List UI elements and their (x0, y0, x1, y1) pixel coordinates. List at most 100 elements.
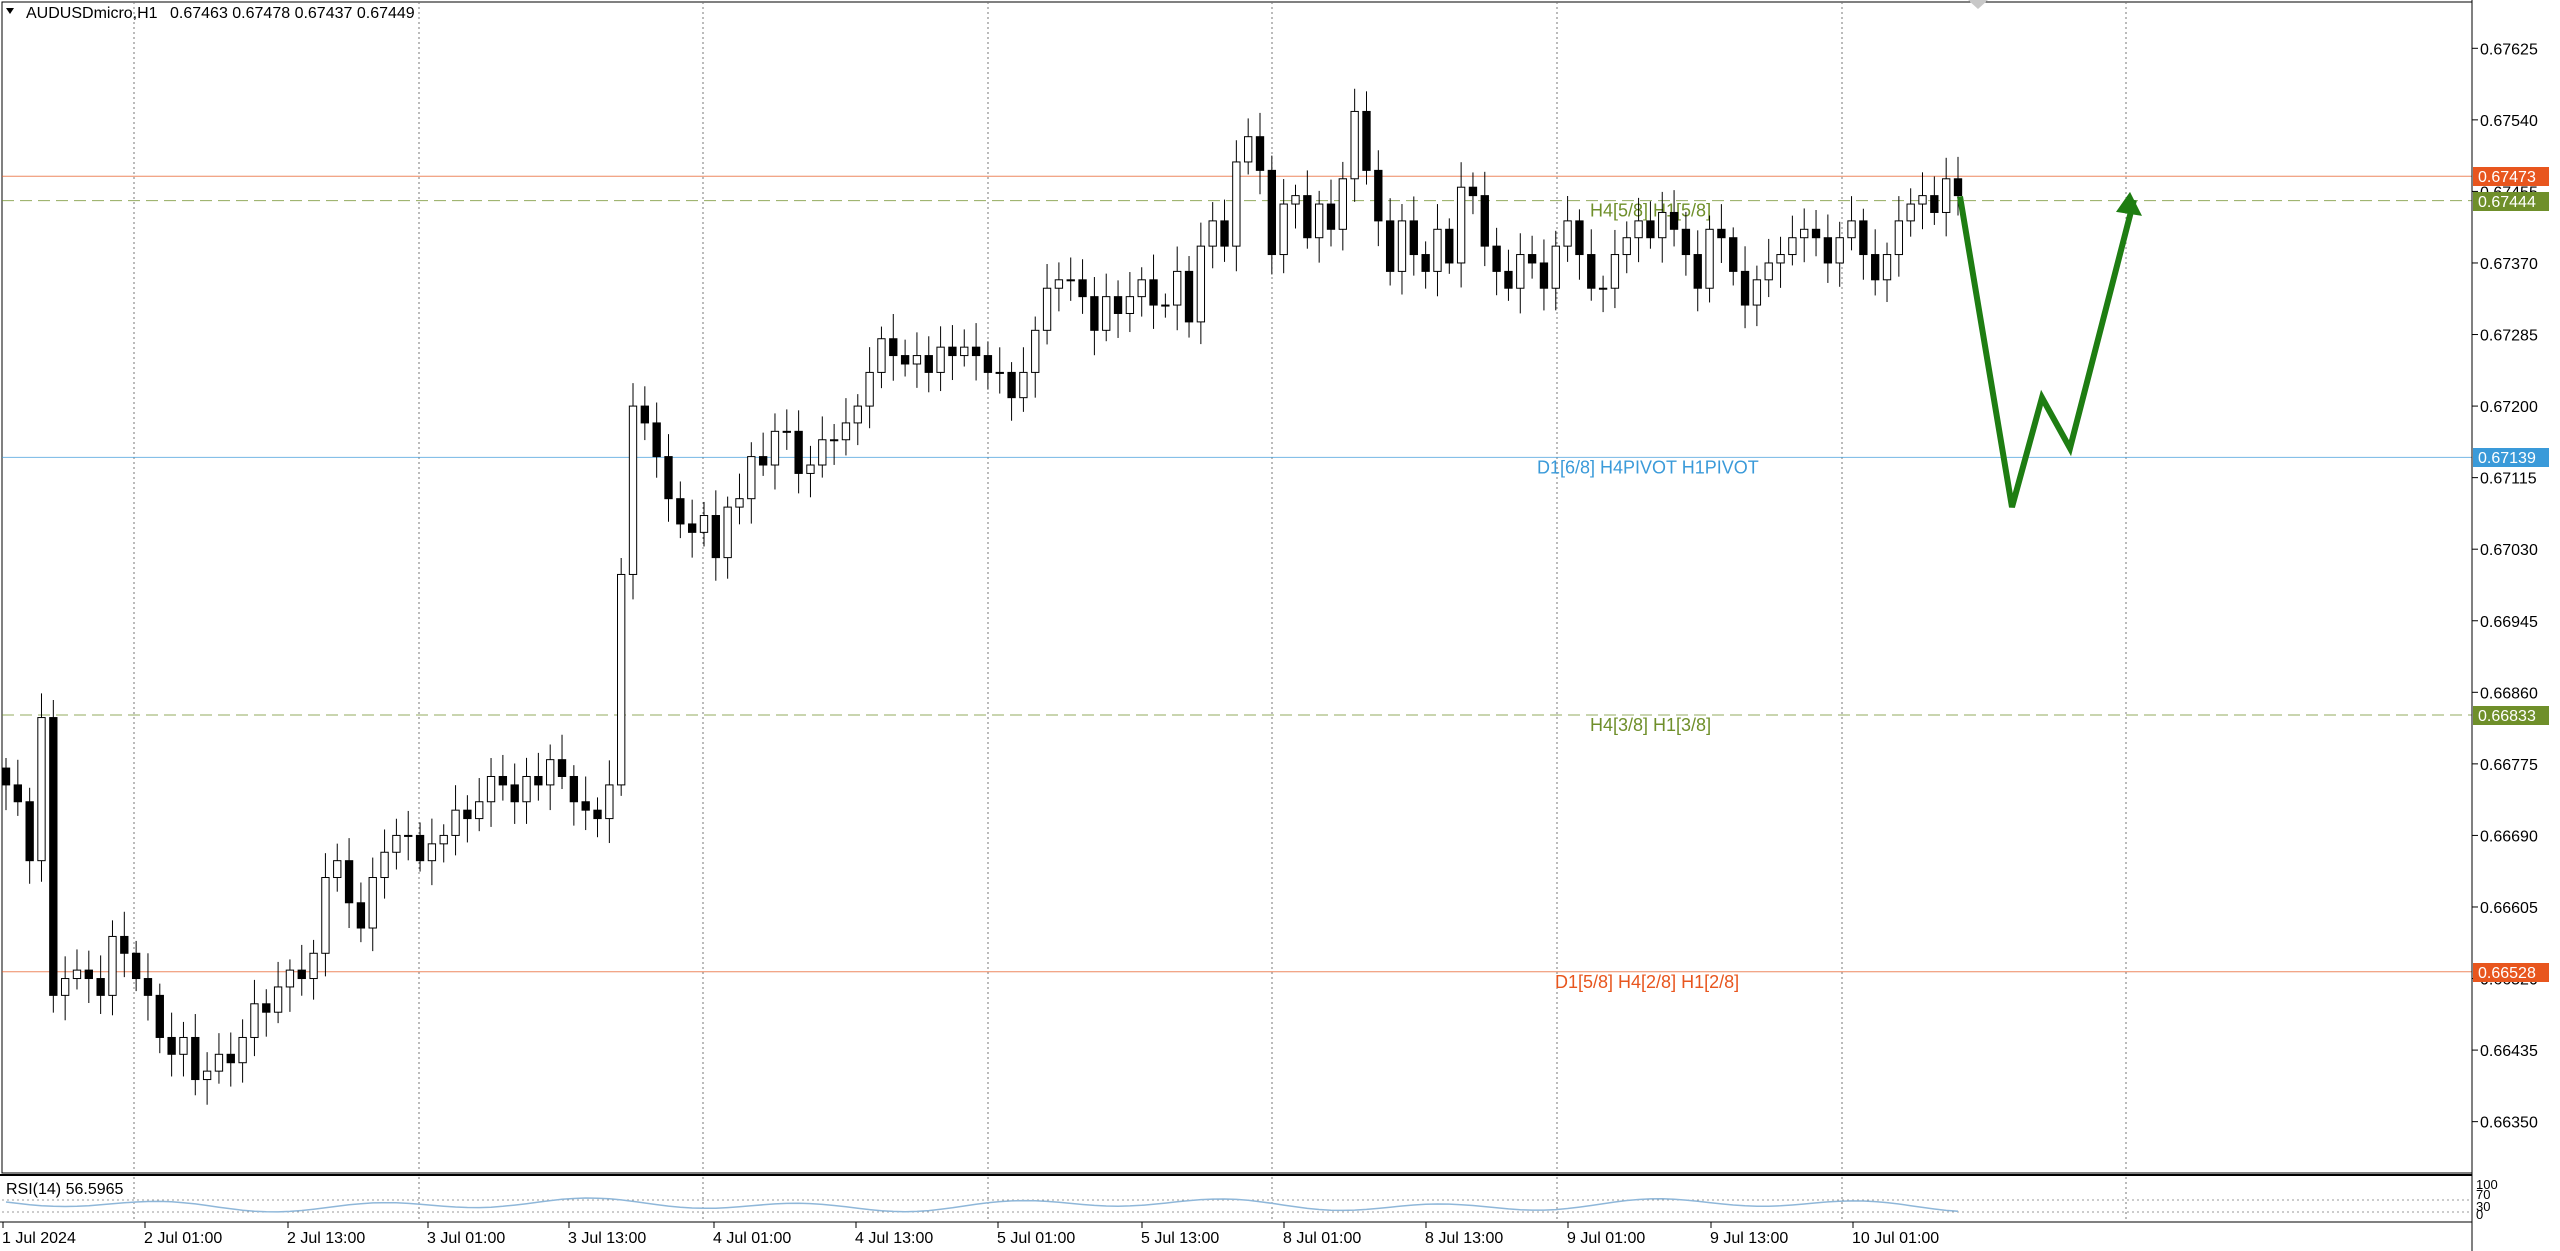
rsi-tick-label: 0 (2476, 1207, 2483, 1222)
candle (84, 950, 93, 1003)
candle (392, 818, 401, 870)
price-tick-label: 0.67200 (2480, 399, 2538, 416)
candle (983, 341, 993, 390)
bull-candle-body (1610, 254, 1620, 289)
bear-candle-body (191, 1036, 200, 1081)
candle (1149, 254, 1158, 329)
candle (1859, 208, 1868, 280)
bull-candle-body (605, 784, 614, 820)
dropdown-triangle-icon[interactable] (6, 8, 14, 14)
bear-candle-body (758, 456, 768, 466)
bear-candle-body (1149, 279, 1158, 306)
candle (1291, 184, 1300, 229)
scroll-shift-marker-icon[interactable] (1968, 0, 1988, 9)
candle (593, 797, 602, 838)
candle (1, 757, 11, 811)
bear-candle-body (593, 809, 602, 820)
candle (640, 386, 650, 441)
bull-candle-body (1800, 228, 1809, 239)
candle (1255, 112, 1265, 195)
price-tick-label: 0.67115 (2480, 471, 2537, 488)
bull-candle-body (1906, 203, 1915, 222)
candle (806, 445, 815, 498)
candle (1504, 249, 1513, 301)
candle (995, 347, 1004, 394)
price-axis[interactable]: 0.676250.675400.674550.673700.672850.672… (2471, 0, 2549, 1251)
bull-candle-body (1019, 371, 1028, 399)
bear-candle-body (1504, 270, 1513, 289)
candle (191, 1014, 200, 1096)
rsi-tick-label: 70 (2476, 1187, 2490, 1202)
time-tick-label: 4 Jul 01:00 (713, 1230, 791, 1247)
level-price-tag: 0.67139 (2473, 448, 2549, 467)
time-axis[interactable]: 1 Jul 2024 2 Jul 01:00 2 Jul 13:00 3 Jul 01… (0, 1221, 2472, 1247)
candle (451, 785, 460, 856)
candle (380, 829, 389, 899)
price-tick-label: 0.66605 (2480, 900, 2538, 917)
candle (1729, 227, 1738, 286)
symbol-timeframe: AUDUSDmicro,H1 (26, 5, 158, 22)
bear-candle-body (924, 355, 933, 373)
candle (475, 778, 484, 832)
bull-candle-body (250, 1003, 259, 1038)
candle (711, 490, 720, 581)
candle (723, 496, 732, 579)
time-tick-label: 5 Jul 13:00 (1141, 1230, 1219, 1247)
candle (782, 409, 791, 450)
candle (853, 394, 862, 446)
bear-candle-body (13, 784, 22, 803)
bull-candle-body (1882, 254, 1892, 281)
bull-candle-body (1942, 178, 1951, 213)
bull-candle-body (1232, 161, 1241, 247)
candle (143, 953, 153, 1021)
candle (818, 416, 827, 478)
candle (841, 398, 851, 456)
time-tick-label: 8 Jul 13:00 (1425, 1230, 1503, 1247)
bear-candle-body (25, 801, 34, 862)
candle (1102, 273, 1111, 342)
bear-candle-body (1669, 211, 1679, 230)
bear-candle-body (948, 346, 957, 357)
bear-candle-body (1007, 371, 1016, 399)
candle (25, 787, 34, 884)
bear-candle-body (569, 775, 579, 803)
bull-candle-body (214, 1053, 224, 1072)
bull-candle-body (1433, 228, 1442, 272)
candle (262, 989, 271, 1037)
bear-candle-body (415, 834, 425, 862)
candle (1279, 179, 1288, 274)
level-price-tag-background (2473, 963, 2549, 982)
time-tick-label: 2 Jul 01:00 (144, 1230, 222, 1247)
bear-candle-body (1480, 195, 1489, 247)
candle (1752, 265, 1762, 327)
bull-candle-body (1196, 245, 1206, 323)
candle (202, 1052, 212, 1105)
candle (214, 1033, 224, 1084)
bull-candle-body (1208, 220, 1217, 247)
bull-candle-body (1764, 262, 1773, 281)
candle (463, 795, 472, 843)
candle (167, 1012, 176, 1077)
bull-candle-body (1244, 136, 1253, 163)
bull-candle-body (108, 935, 117, 996)
bear-candle-body (463, 809, 472, 820)
bear-candle-body (1693, 254, 1702, 289)
candle (758, 432, 768, 476)
bull-candle-body (439, 834, 448, 845)
candle (1669, 190, 1679, 247)
bull-candle-body (1634, 220, 1643, 239)
candle (1953, 156, 1963, 216)
bull-candle-body (865, 371, 874, 407)
bull-candle-body (1102, 296, 1111, 331)
candle (1693, 230, 1702, 312)
bull-candle-body (1752, 279, 1762, 306)
candle (617, 557, 626, 796)
bull-candle-body (770, 430, 780, 466)
candle (1539, 239, 1549, 311)
bull-candle-body (912, 355, 922, 365)
level-price-tag-label: 0.67139 (2478, 450, 2536, 467)
bull-candle-body (1776, 254, 1785, 264)
